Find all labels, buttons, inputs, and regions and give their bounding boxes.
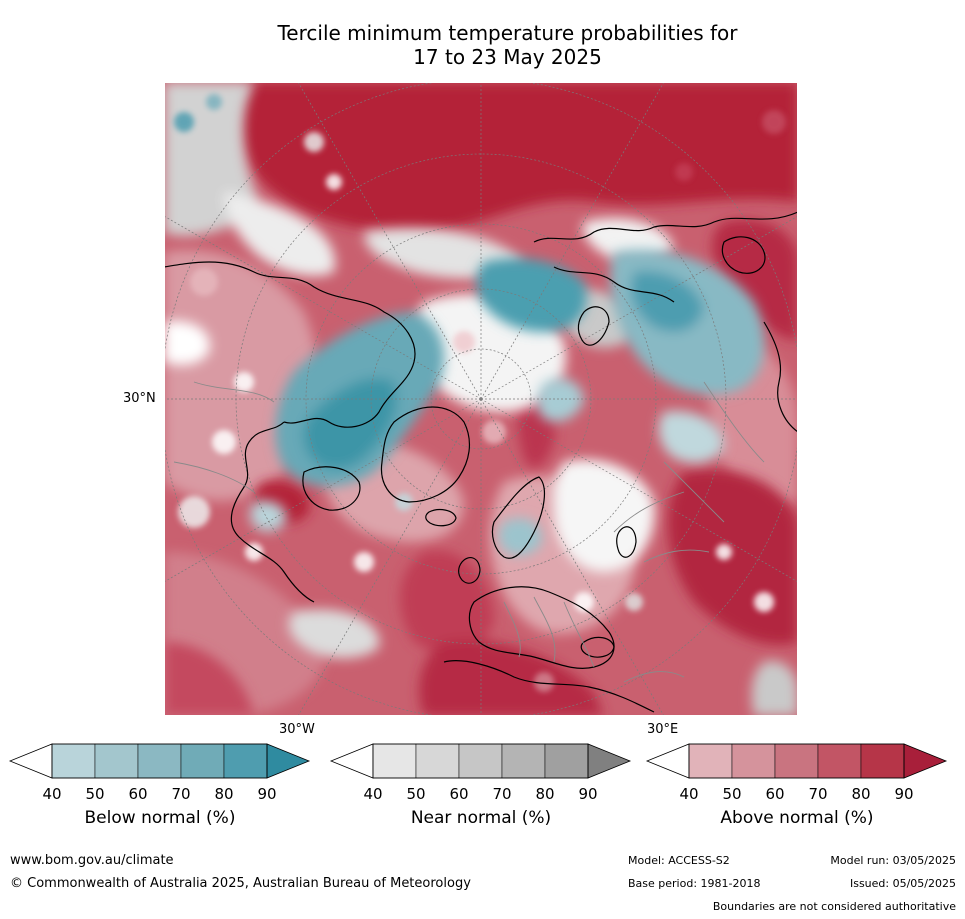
- colorbar-below-graphic: 40 50 60 70 80 90: [8, 743, 311, 803]
- footer-disclaimer: Boundaries are not considered authoritat…: [712, 900, 956, 913]
- colorbar-near-tick: 40: [363, 785, 382, 803]
- title-line-2: 17 to 23 May 2025: [413, 45, 602, 69]
- colorbar-below: 40 50 60 70 80 90: [8, 743, 312, 805]
- colorbar-below-tick: 50: [85, 785, 104, 803]
- title-line-1: Tercile minimum temperature probabilitie…: [277, 21, 738, 45]
- colorbar-above-tick: 80: [851, 785, 870, 803]
- colorbar-above-tick: 40: [679, 785, 698, 803]
- colorbar-near: 40 50 60 70 80 90: [329, 743, 633, 805]
- colorbar-above-segment: [774, 743, 819, 779]
- colorbar-near-tick: 50: [406, 785, 425, 803]
- colorbar-near-segment: [501, 743, 546, 779]
- colorbar-near-segment: [458, 743, 503, 779]
- colorbar-above-tick: 50: [722, 785, 741, 803]
- colorbar-below-title: Below normal (%): [84, 808, 236, 828]
- coastlines: [164, 211, 798, 713]
- colorbar-above-segment: [860, 743, 905, 779]
- colorbar-near-tick: 70: [492, 785, 511, 803]
- strong-warm-fields: [164, 82, 798, 716]
- colorbar-above-title: Above normal (%): [720, 808, 874, 828]
- map-canvas: [164, 82, 798, 716]
- colorbar-below-segment: [51, 743, 96, 779]
- colorbar-near-segment: [415, 743, 460, 779]
- map-title: Tercile minimum temperature probabilitie…: [230, 21, 785, 69]
- colorbar-above-tick: 70: [808, 785, 827, 803]
- colorbar-near-tick: 60: [449, 785, 468, 803]
- colorbar-below-segment: [137, 743, 182, 779]
- colorbar-above-segment: [731, 743, 776, 779]
- lon-label-30e: 30°E: [647, 722, 679, 737]
- colorbar-below-segment: [223, 743, 268, 779]
- texture-speckles: [174, 94, 786, 692]
- graticule: [164, 82, 798, 716]
- colorbar-near-graphic: 40 50 60 70 80 90: [329, 743, 632, 803]
- colorbar-above-graphic: 40 50 60 70 80 90: [645, 743, 948, 803]
- colorbar-above-segment: [688, 743, 733, 779]
- colorbar-below-tick: 80: [214, 785, 233, 803]
- colorbar-near-arrow-left: [329, 743, 374, 779]
- colorbar-near-outline: [372, 743, 589, 779]
- colorbar-near-tick: 80: [535, 785, 554, 803]
- footer-issued: Issued: 05/05/2025: [849, 877, 956, 890]
- colorbar-near-tick: 90: [578, 785, 597, 803]
- footer-model: Model: ACCESS-S2: [628, 854, 730, 867]
- colorbar-below-tick: 40: [42, 785, 61, 803]
- colorbar-below-outline: [51, 743, 268, 779]
- polar-map: [164, 82, 798, 716]
- colorbar-near-segment: [544, 743, 589, 779]
- footer-base-period: Base period: 1981-2018: [628, 877, 761, 890]
- lon-label-30w: 30°W: [279, 722, 315, 737]
- colorbar-near-arrow-right: [587, 743, 632, 779]
- colorbar-below-segment: [180, 743, 225, 779]
- footer-copyright: © Commonwealth of Australia 2025, Austra…: [10, 876, 471, 891]
- country-borders: [173, 381, 765, 683]
- colorbar-near-title: Near normal (%): [410, 808, 552, 828]
- colorbar-above-tick: 60: [765, 785, 784, 803]
- lat-label-30n: 30°N: [123, 391, 156, 406]
- colorbar-below-tick: 90: [257, 785, 276, 803]
- colorbar-below-arrow-left: [8, 743, 53, 779]
- colorbar-above: 40 50 60 70 80 90: [645, 743, 949, 805]
- colorbar-below-tick: 60: [128, 785, 147, 803]
- colorbar-above-arrow-left: [645, 743, 690, 779]
- colorbar-above-tick: 90: [894, 785, 913, 803]
- map-frame: [164, 82, 798, 716]
- colorbar-above-segment: [817, 743, 862, 779]
- colorbar-above-outline: [688, 743, 905, 779]
- colorbar-near-segment: [372, 743, 417, 779]
- colorbar-above-arrow-right: [903, 743, 948, 779]
- colorbar-below-arrow-right: [266, 743, 311, 779]
- footer-url: www.bom.gov.au/climate: [10, 853, 174, 868]
- colorbar-below-segment: [94, 743, 139, 779]
- colorbar-below-tick: 70: [171, 785, 190, 803]
- footer-model-run: Model run: 03/05/2025: [830, 854, 956, 867]
